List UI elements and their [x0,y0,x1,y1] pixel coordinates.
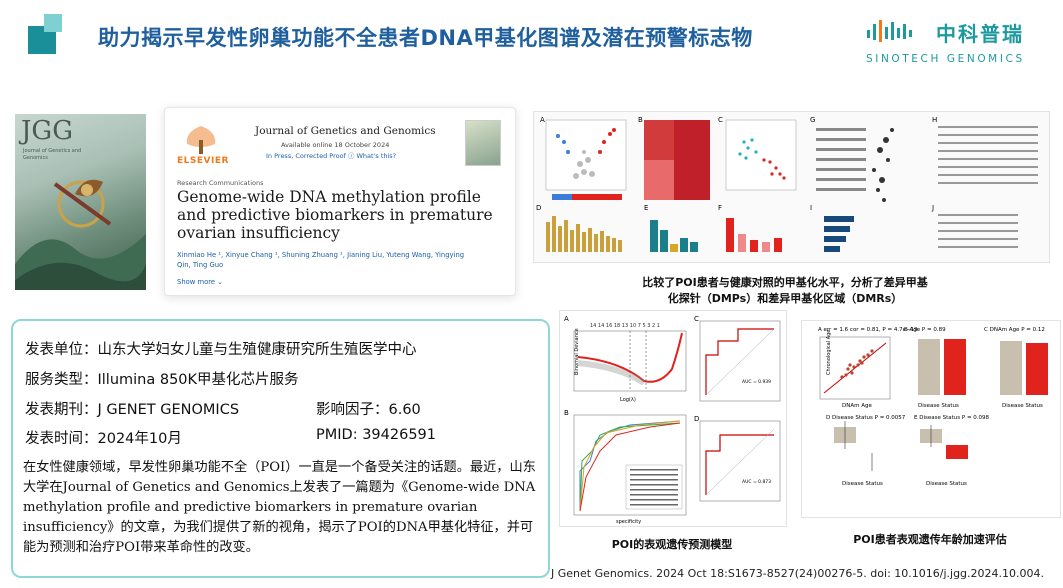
auc-label-2: AUC = 0.873 [742,479,771,485]
unit-label: 发表单位： [25,342,98,358]
summary-paragraph: 在女性健康领域，早发性卵巢功能不全（POI）一直是一个备受关注的话题。最近，山东… [23,460,536,555]
date-value: 2024年10月 [97,431,182,447]
elsevier-tree-icon [177,122,225,156]
journal-label: 发表期刊： [25,402,98,418]
pmid-row: PMID: 39426591 [316,427,436,443]
stats-d: D Disease Status P = 0.0057 [826,415,906,421]
stats-e: E Disease Status P = 0.098 [914,415,990,421]
whats-this-link[interactable]: What's this? [356,152,397,160]
disease-status-label-b: Disease Status [918,403,959,409]
article-title: Genome-wide DNA methylation profile and … [177,188,493,242]
impact-label: 影响因子： [316,402,389,418]
cover-title: JGG [21,116,73,146]
service-label: 服务类型： [25,372,98,388]
citation-text: J Genet Genomics. 2024 Oct 18:S1673-8527… [551,567,1045,580]
company-logo-chinese: 中科普瑞 [936,22,1024,46]
header-decoration-square-light [44,14,62,32]
prediction-model-figure: A 14 14 16 18 13 10 7 5 3 2 1 Log(λ) Bin… [559,310,787,527]
date-label: 发表时间： [25,431,98,447]
prediction-model-graphic: A 14 14 16 18 13 10 7 5 3 2 1 Log(λ) Bin… [564,315,781,525]
page-title: 助力揭示早发性卵巢功能不全患者DNA甲基化图谱及潜在预警标志物 [98,26,753,50]
article-section: Research Communications [177,179,264,187]
company-logo-english: SINOTECH GENOMICS [866,53,1025,65]
panel-letter-c: C [718,116,723,124]
cover-subtitle: Journal of Genetics and Genomics [23,148,82,161]
show-more-button[interactable]: Show more ⌄ [177,278,223,286]
info-icon: ⓘ [347,152,357,160]
caption-epigenetic-age: POI患者表观遗传年龄加速评估 [853,533,1007,546]
panel-letter-a: A [540,116,545,124]
stats-a: A err = 1.6 cor = 0.81, P = 4.7e−19 [818,327,918,333]
panel-letter-g: G [810,116,815,124]
dmp-dmr-figure-graphic: A B C D E F [536,116,1038,252]
disease-status-label-d: Disease Status [842,481,883,487]
stats-c: C DNAm Age P = 0.12 [984,327,1045,333]
show-more-label: Show more [177,278,216,286]
epigenetic-age-figure: A err = 1.6 cor = 0.81, P = 4.7e−19 DNAm… [801,320,1061,518]
epigenetic-age-graphic: A err = 1.6 cor = 0.81, P = 4.7e−19 DNAm… [818,327,1048,487]
in-press-link[interactable]: In Press, Corrected Proof [266,152,346,160]
caption-dmp-line1: 比较了POI患者与健康对照的甲基化水平，分析了差异甲基 [642,276,928,289]
pmid-value: 39426591 [362,427,437,443]
panel-letter-d2: D [694,415,699,423]
panel-letter-e: E [644,204,648,212]
publication-info-box: 发表单位：山东大学妇女儿童与生殖健康研究所生殖医学中心 服务类型：Illumin… [11,319,550,578]
panel-letter-d: D [536,204,541,212]
lambda-axis-label: Log(λ) [620,397,636,403]
article-status-links: In Press, Corrected Proof ⓘ What's this? [266,150,396,160]
dnam-age-axis-label: DNAm Age [842,403,872,409]
available-online: Available online 18 October 2024 [281,141,390,149]
unit-value: 山东大学妇女儿童与生殖健康研究所生殖医学中心 [97,342,417,358]
service-row: 服务类型：Illumina 850K甲基化芯片服务 [25,368,299,389]
impact-row: 影响因子：6.60 [316,398,421,419]
binomial-axis-label: Binomial Deviance [574,328,580,375]
article-card: ELSEVIER Journal of Genetics and Genomic… [164,107,516,296]
journal-value: J GENET GENOMICS [97,402,240,418]
disease-status-label-e: Disease Status [926,481,967,487]
chevron-down-icon: ⌄ [217,278,223,286]
caption-dmp-line2: 化探针（DMPs）和差异甲基化区域（DMRs） [667,292,903,305]
article-authors[interactable]: Xinmiao He ¹, Xinyue Chang ¹, Shuning Zh… [177,251,465,269]
panel-letter-c2: C [694,315,699,323]
cover-illustration-icon [15,179,146,290]
company-logo-icon [867,20,912,42]
journal-name[interactable]: Journal of Genetics and Genomics [255,125,436,137]
dmp-dmr-figure: A B C D E F [533,111,1050,263]
unit-row: 发表单位：山东大学妇女儿童与生殖健康研究所生殖医学中心 [25,338,417,359]
chrono-age-axis-label: Chronological Age [826,330,832,375]
disease-status-label-c: Disease Status [1002,403,1043,409]
journal-row: 发表期刊：J GENET GENOMICS [25,398,239,419]
publisher-logo: ELSEVIER [177,156,229,166]
pmid-label: PMID: [316,427,358,443]
auc-label-1: AUC = 0.939 [742,379,771,385]
panel-letter-h: H [932,116,937,124]
service-value: Illumina 850K甲基化芯片服务 [97,372,299,388]
panel-letter-b2: B [564,409,569,417]
lasso-top-axis: 14 14 16 18 13 10 7 5 3 2 1 [590,323,660,329]
panel-letter-a2: A [564,315,569,323]
panel-letter-j: J [931,204,934,212]
panel-letter-i: I [810,204,812,212]
date-row: 发表时间：2024年10月 [25,427,182,448]
caption-prediction-model: POI的表观遗传预测模型 [611,538,733,551]
specificity-axis-label: specificity [616,519,641,525]
stats-b: B Age P = 0.89 [904,327,946,333]
impact-value: 6.60 [388,402,421,418]
journal-cover-image: JGG Journal of Genetics and Genomics [15,114,146,290]
journal-thumbnail-image[interactable] [465,120,501,166]
panel-letter-f: F [718,204,722,212]
panel-letter-b: B [638,116,643,124]
